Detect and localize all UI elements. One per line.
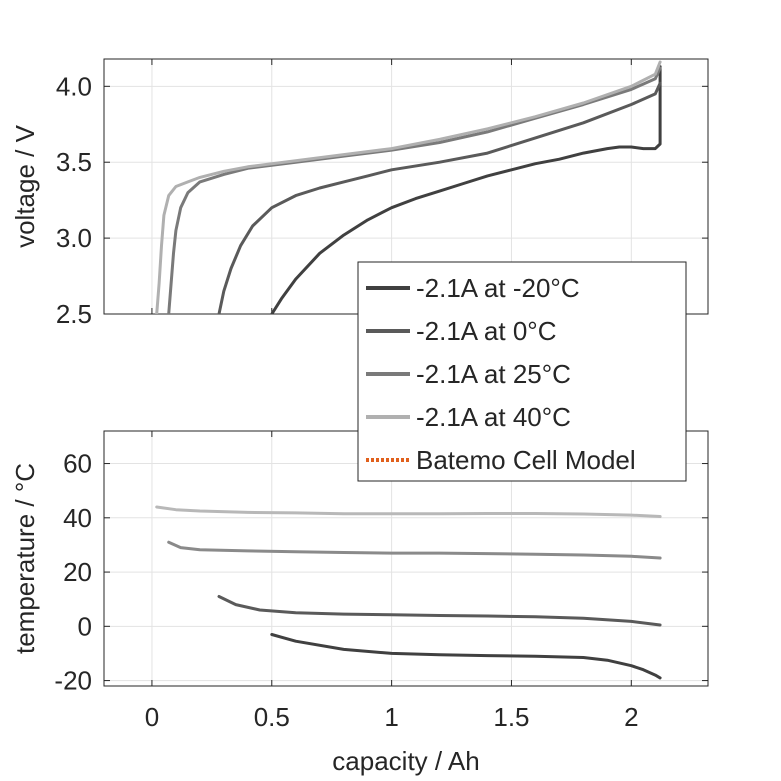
- legend-entry-label: -2.1A at -20°C: [416, 273, 580, 303]
- y-tick-label: 40: [63, 503, 92, 533]
- x-tick-label: 0.5: [254, 702, 290, 732]
- x-axis-label: capacity / Ah: [332, 746, 479, 776]
- series-line: [217, 595, 662, 627]
- x-tick-label: 1.5: [493, 702, 529, 732]
- series-line: [167, 540, 662, 560]
- legend-entry-label: -2.1A at 25°C: [416, 359, 571, 389]
- series-line: [155, 505, 662, 518]
- y-tick-label: 2.5: [56, 299, 92, 329]
- y-axis-label: temperature / °C: [10, 463, 40, 654]
- y-tick-label: 20: [63, 557, 92, 587]
- x-tick-label: 0: [145, 702, 159, 732]
- y-tick-label: -20: [54, 666, 92, 696]
- series-line: [270, 65, 662, 314]
- voltage-panel: 2.5 3.0 3.5 4.0 voltage / V: [10, 58, 709, 329]
- legend-entry-label: -2.1A at 40°C: [416, 402, 571, 432]
- y-tick-label: 60: [63, 449, 92, 479]
- x-tick-label: 1: [384, 702, 398, 732]
- y-axis-label: voltage / V: [10, 124, 40, 248]
- series-line: [270, 633, 662, 680]
- x-tick-label: 2: [624, 702, 638, 732]
- legend-entry-label: -2.1A at 0°C: [416, 316, 556, 346]
- series-line: [217, 81, 662, 314]
- series-line: [155, 60, 662, 314]
- legend: -2.1A at -20°C -2.1A at 0°C -2.1A at 25°C -…: [357, 261, 687, 482]
- legend-box: [357, 261, 687, 482]
- y-tick-label: 4.0: [56, 71, 92, 101]
- legend-entry-label: Batemo Cell Model: [416, 445, 636, 475]
- y-tick-label: 3.5: [56, 147, 92, 177]
- y-tick-label: 0: [78, 611, 92, 641]
- temperature-panel: -20 0 20 40 60 0 0.5 1 1.5 2 temperature / °C capac…: [10, 430, 709, 776]
- y-tick-label: 3.0: [56, 223, 92, 253]
